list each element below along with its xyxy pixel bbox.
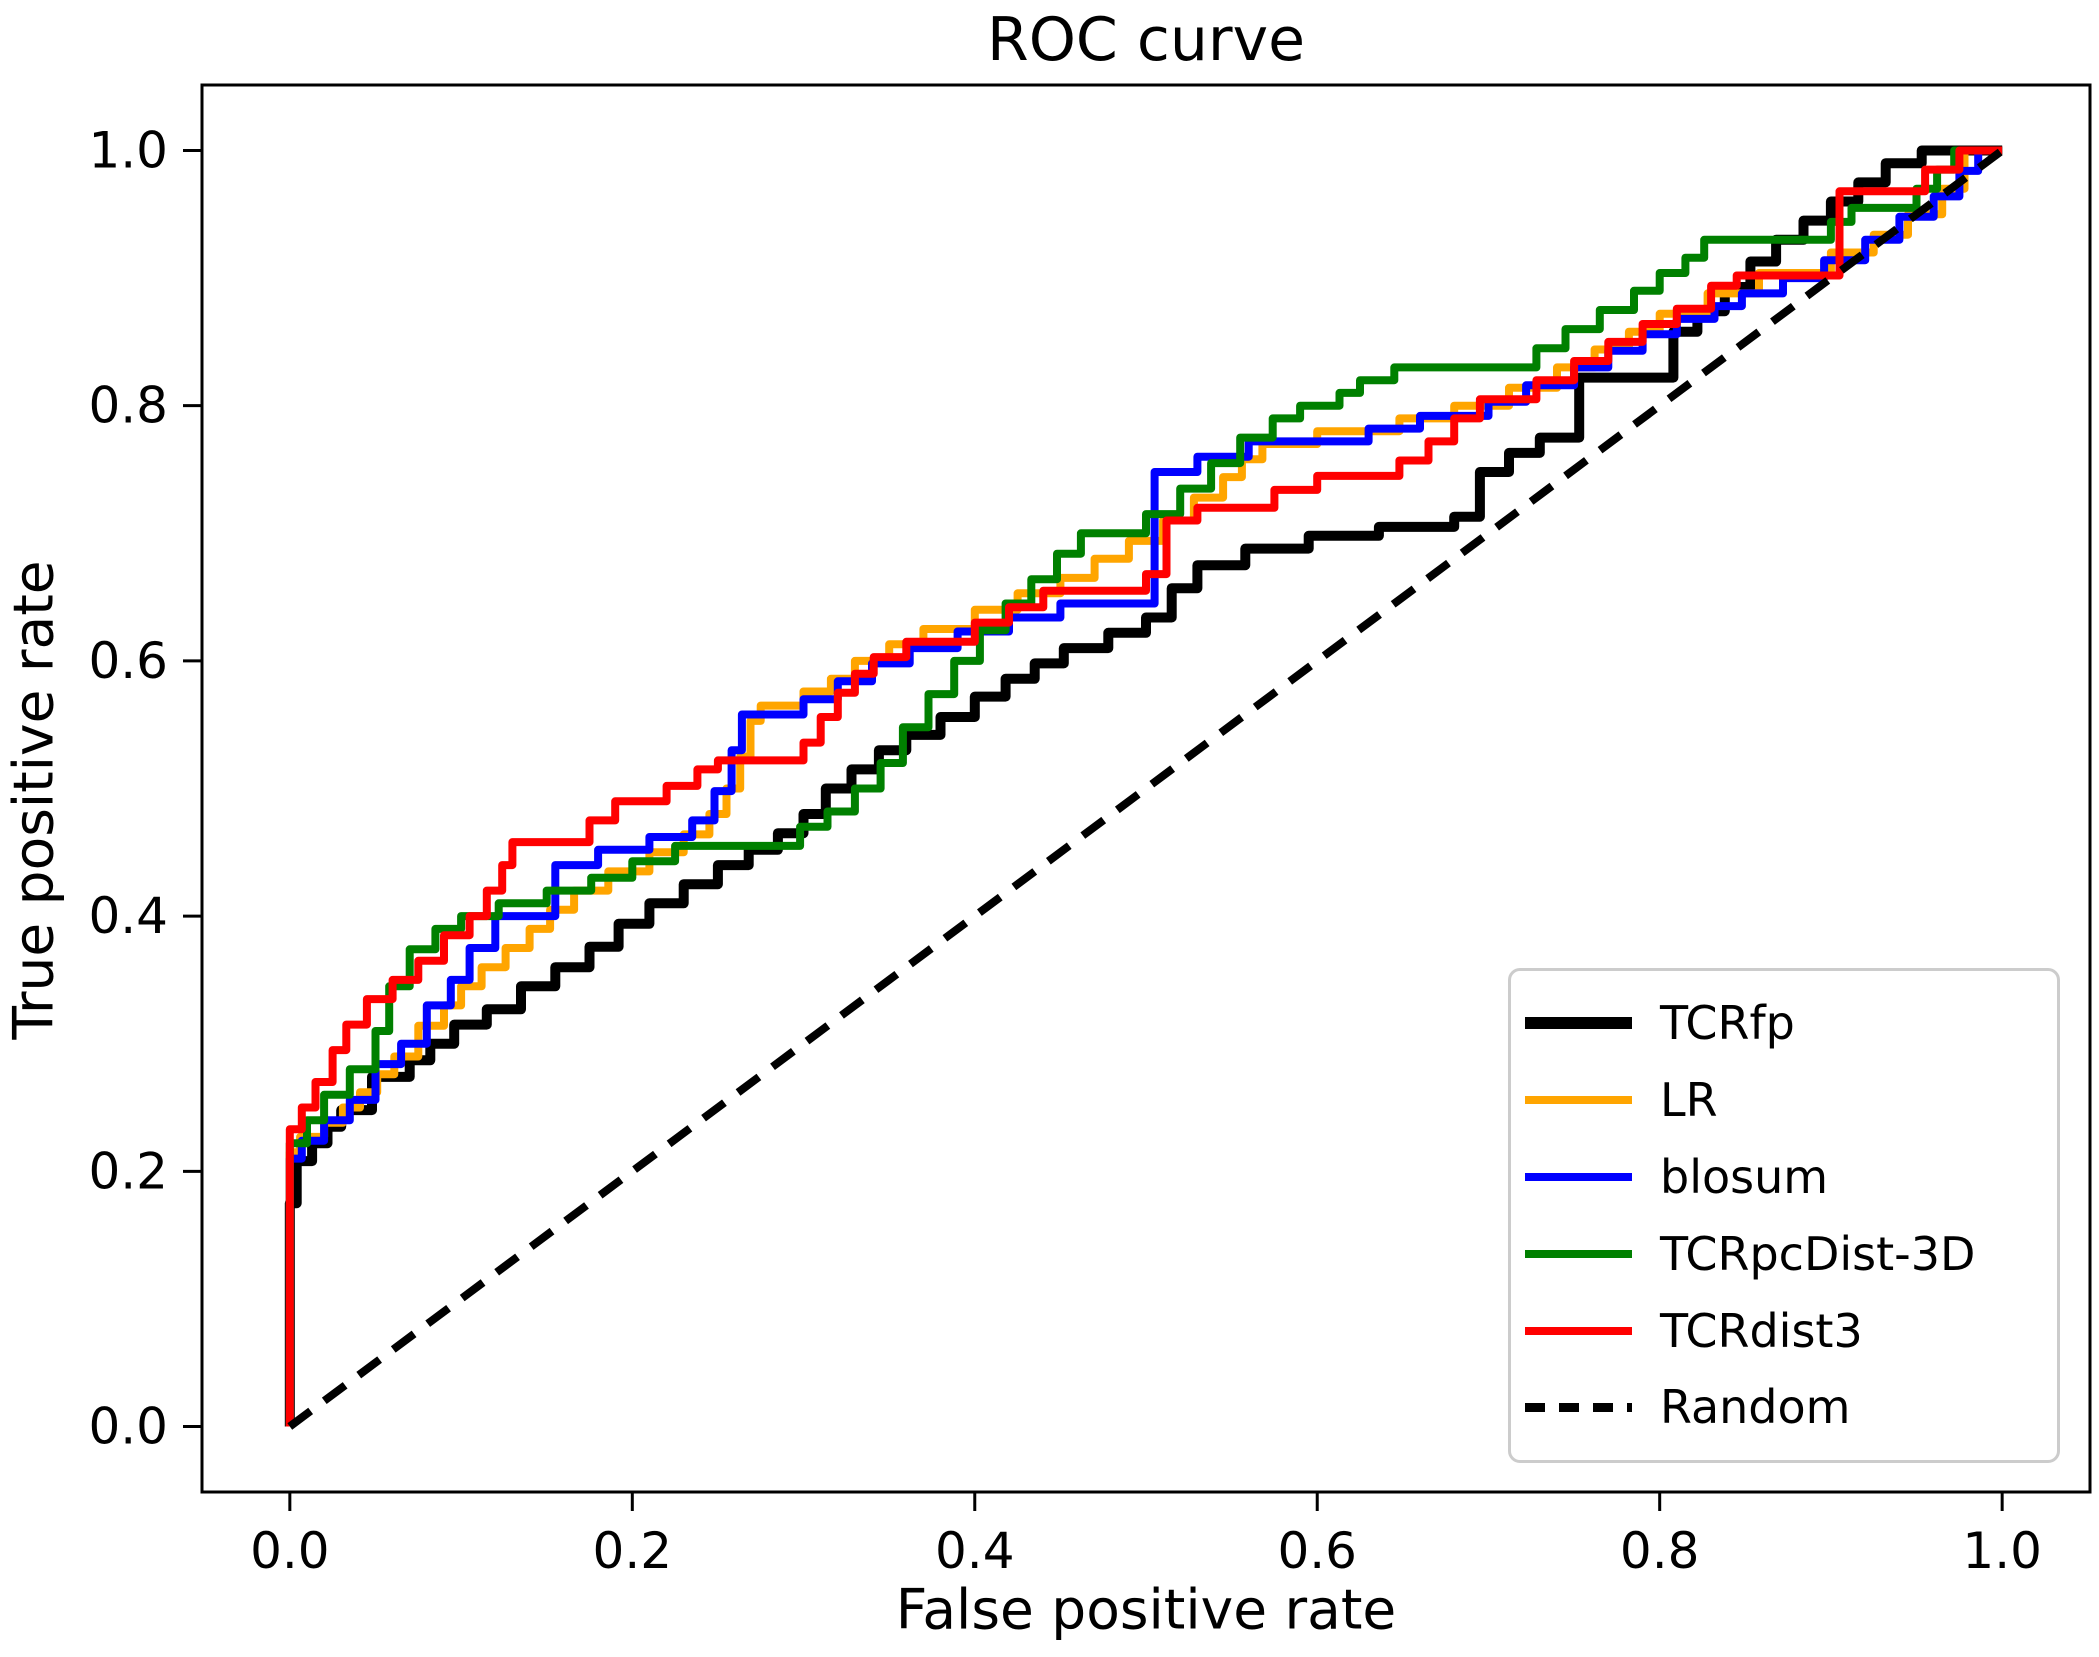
x-tick-label: 0.8 bbox=[1620, 1522, 1700, 1580]
legend-item-tcrpcdist-3d: TCRpcDist-3D bbox=[1511, 1226, 2057, 1281]
y-tick-label: 0.2 bbox=[88, 1142, 168, 1200]
y-tick-label: 0.0 bbox=[88, 1398, 168, 1456]
x-axis-label: False positive rate bbox=[895, 1577, 1397, 1642]
x-tick-label: 0.4 bbox=[935, 1522, 1015, 1580]
legend-label: TCRfp bbox=[1660, 996, 1795, 1051]
series-line-random bbox=[287, 147, 2005, 1430]
y-tick-label: 0.4 bbox=[88, 887, 168, 945]
legend-line-sample bbox=[1525, 1096, 1632, 1105]
legend-item-blosum: blosum bbox=[1511, 1153, 2057, 1201]
y-tick-label: 0.8 bbox=[88, 377, 168, 435]
series-line-tcrpcdist-3d bbox=[285, 146, 2003, 1427]
legend-line-sample bbox=[1525, 1326, 1632, 1335]
x-tick-label: 1.0 bbox=[1962, 1522, 2042, 1580]
legend-line-sample bbox=[1525, 1173, 1632, 1182]
legend-line-sample bbox=[1525, 1017, 1632, 1030]
chart-title: ROC curve bbox=[987, 5, 1305, 75]
legend-line-sample bbox=[1525, 1249, 1632, 1258]
legend-item-lr: LR bbox=[1511, 1076, 2057, 1124]
series-line-tcrdist3 bbox=[285, 146, 2003, 1427]
legend-label: TCRpcDist-3D bbox=[1660, 1226, 1976, 1281]
legend-item-tcrdist3: TCRdist3 bbox=[1511, 1303, 2057, 1358]
x-tick-label: 0.2 bbox=[593, 1522, 673, 1580]
axes-spines bbox=[200, 83, 2092, 1494]
legend-line-sample bbox=[1525, 1403, 1632, 1413]
y-tick-label: 1.0 bbox=[88, 121, 168, 179]
legend-label: TCRdist3 bbox=[1660, 1303, 1863, 1358]
legend-label: LR bbox=[1660, 1073, 1718, 1128]
x-tick-label: 0.6 bbox=[1277, 1522, 1357, 1580]
x-tick-label: 0.0 bbox=[250, 1522, 330, 1580]
y-tick-label: 0.6 bbox=[88, 632, 168, 690]
legend-item-random: Random bbox=[1511, 1380, 2057, 1435]
legend-label: Random bbox=[1660, 1380, 1851, 1435]
legend: TCRfp LR blosum TCRpcDist-3D TCRdist3 Random bbox=[1508, 968, 2060, 1463]
y-axis-label: True positive rate bbox=[1, 560, 66, 1040]
legend-item-tcrfp: TCRfp bbox=[1511, 996, 2057, 1051]
legend-label: blosum bbox=[1660, 1149, 1829, 1204]
